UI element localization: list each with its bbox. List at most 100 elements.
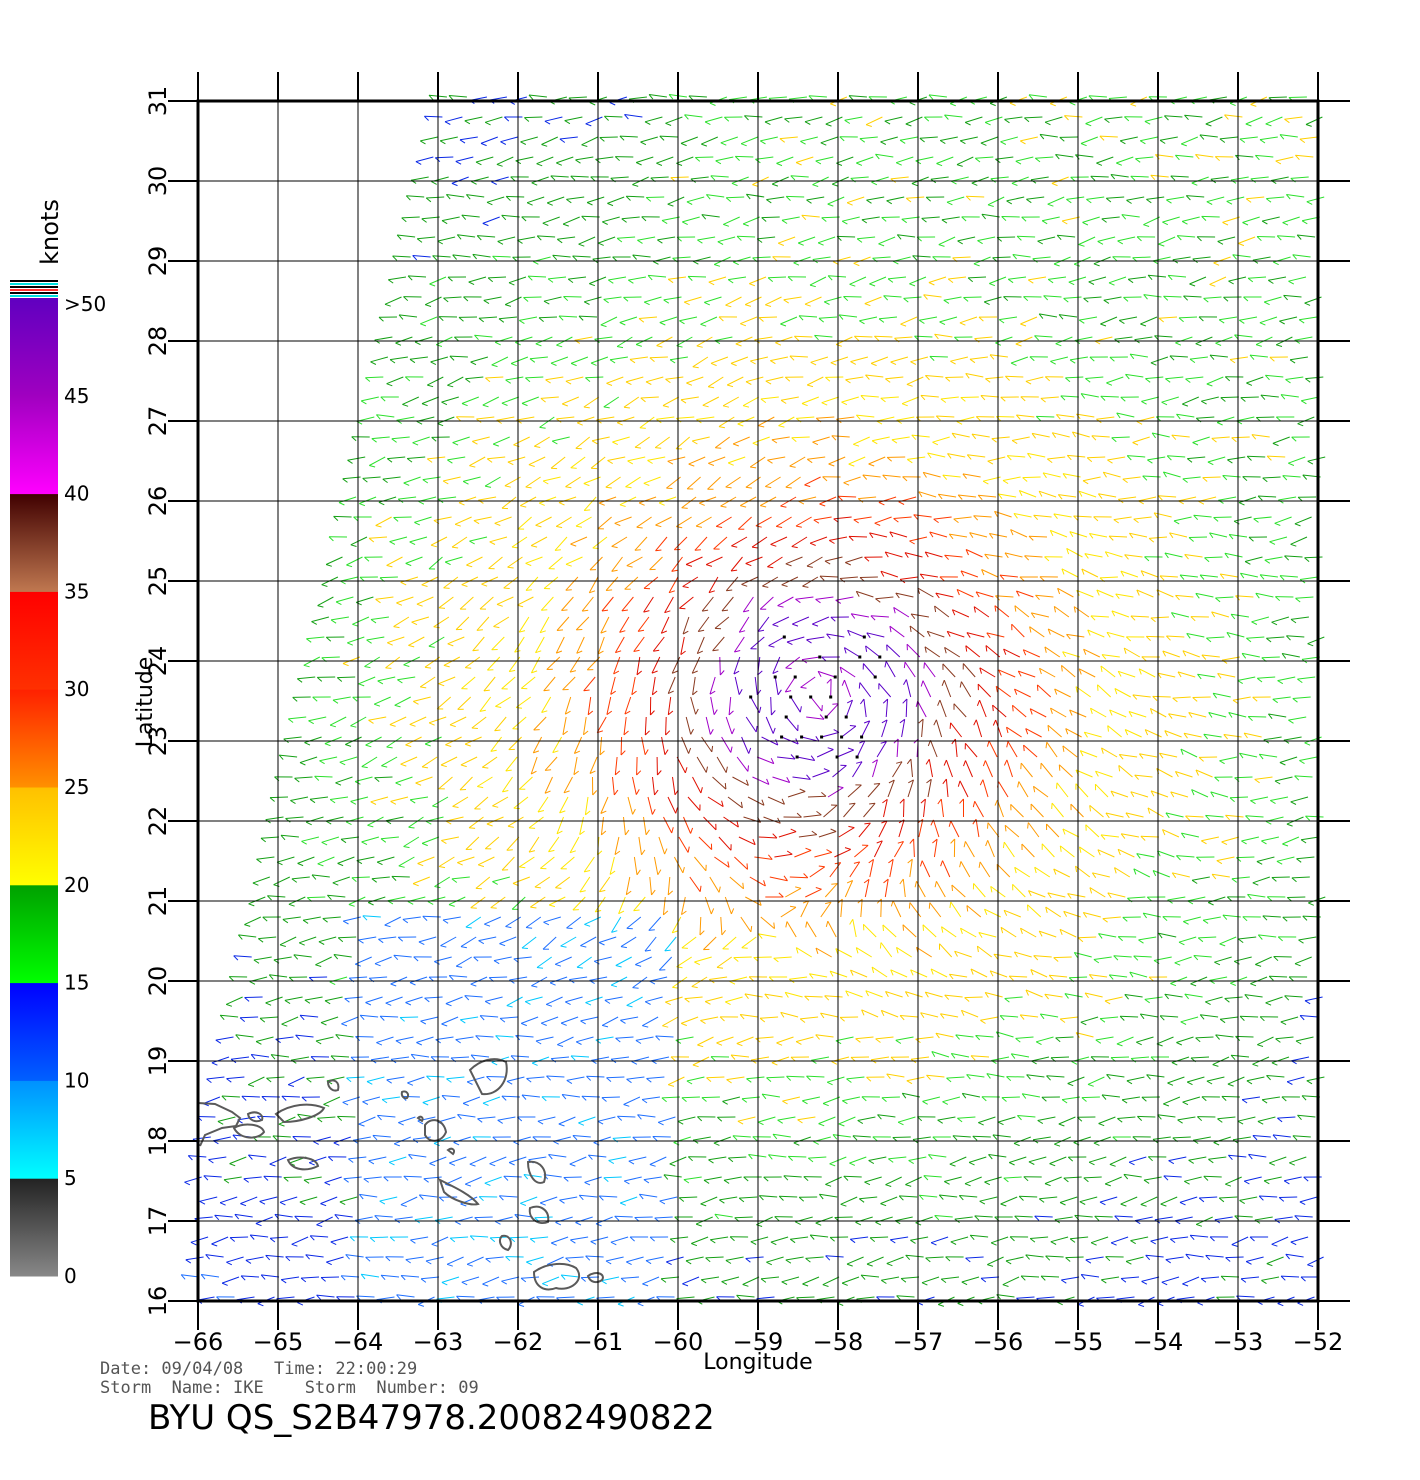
- wind-barb-tick: [493, 960, 500, 965]
- wind-barb: [441, 396, 459, 403]
- wind-barb-tick: [1061, 1279, 1067, 1284]
- wind-barb: [552, 436, 570, 442]
- wind-barb: [1173, 516, 1192, 522]
- wind-barb: [1106, 376, 1124, 384]
- wind-barb-tick: [402, 403, 409, 407]
- wind-barb: [771, 436, 790, 441]
- wind-barb-tick: [1087, 1083, 1094, 1087]
- wind-barb: [506, 836, 520, 851]
- wind-barb-tick: [909, 540, 915, 545]
- rain-flag: [855, 755, 859, 759]
- wind-barb: [688, 456, 706, 465]
- colorbar-band: [10, 689, 58, 788]
- wind-barb-tick: [705, 1257, 711, 1263]
- wind-barb-tick: [269, 1163, 276, 1167]
- wind-barb-tick: [1202, 477, 1208, 482]
- rain-flag: [824, 715, 828, 719]
- wind-barb-tick: [817, 671, 822, 677]
- wind-barb: [681, 1096, 700, 1099]
- wind-barb-tick: [589, 770, 596, 774]
- wind-barb: [643, 1176, 662, 1181]
- wind-barb: [1115, 593, 1134, 598]
- wind-barb: [1065, 1256, 1084, 1259]
- wind-barb-tick: [620, 1019, 626, 1024]
- wind-barb-tick: [288, 903, 295, 907]
- wind-barb: [382, 476, 401, 480]
- wind-barb-tick: [767, 566, 774, 569]
- wind-barb: [745, 556, 763, 564]
- wind-barb-tick: [617, 1303, 624, 1307]
- wind-barb: [494, 516, 512, 524]
- wind-barb-tick: [279, 944, 286, 947]
- wind-barb: [256, 856, 275, 860]
- wind-barb-tick: [819, 1193, 824, 1200]
- wind-barb-tick: [565, 1001, 571, 1006]
- wind-barb-tick: [282, 918, 289, 924]
- wind-barb-tick: [1200, 1278, 1207, 1283]
- wind-barb: [1295, 596, 1314, 599]
- wind-barb: [1171, 434, 1190, 438]
- wind-barb-tick: [1280, 1021, 1287, 1026]
- wind-barb: [493, 956, 512, 962]
- wind-barb-tick: [1069, 531, 1074, 538]
- wind-barb: [304, 736, 322, 744]
- wind-barb: [685, 556, 703, 565]
- wind-barb-tick: [882, 474, 888, 480]
- wind-barb-tick: [903, 662, 906, 669]
- wind-barb: [220, 1014, 239, 1018]
- wind-barb: [966, 632, 985, 638]
- wind-barb-tick: [570, 1239, 576, 1244]
- wind-barb-tick: [949, 973, 954, 980]
- wind-barb: [651, 676, 656, 695]
- wind-barb-tick: [528, 850, 536, 853]
- wind-barb-tick: [1004, 998, 1010, 1003]
- wind-barb: [316, 1294, 335, 1298]
- wind-barb-tick: [970, 1055, 976, 1061]
- wind-barb-tick: [822, 1103, 829, 1107]
- wind-barb: [583, 396, 600, 408]
- wind-barb-tick: [704, 1001, 711, 1005]
- wind-barb-tick: [657, 1121, 664, 1126]
- wind-barb-tick: [226, 1003, 233, 1007]
- wind-barb: [777, 1116, 796, 1121]
- wind-barb-tick: [1176, 413, 1181, 420]
- wind-barb-tick: [584, 509, 591, 511]
- wind-barb: [636, 656, 641, 675]
- wind-barb-tick: [301, 1096, 307, 1102]
- wind-barb: [478, 936, 497, 942]
- wind-barb-tick: [1118, 754, 1124, 760]
- wind-barb: [371, 876, 390, 880]
- wind-barb: [713, 1136, 731, 1144]
- wind-barb-tick: [449, 1162, 456, 1166]
- wind-barb-tick: [944, 647, 947, 654]
- wind-barb-tick: [381, 765, 388, 768]
- wind-barb-tick: [1029, 626, 1032, 633]
- wind-barb: [1188, 536, 1208, 538]
- wind-barb-tick: [1211, 438, 1217, 443]
- wind-barb: [339, 1196, 358, 1203]
- wind-barb-tick: [595, 1223, 602, 1227]
- wind-barb-tick: [721, 1281, 728, 1285]
- wind-barb: [906, 376, 924, 385]
- wind-barb: [984, 1176, 1002, 1183]
- wind-barb-tick: [341, 1023, 348, 1027]
- wind-barb: [1033, 514, 1052, 518]
- wind-barb-tick: [523, 1174, 529, 1180]
- wind-barb: [1096, 416, 1115, 420]
- wind-barb-tick: [367, 824, 374, 828]
- wind-barb: [510, 1055, 530, 1058]
- wind-barb: [1206, 1076, 1225, 1082]
- wind-barb: [824, 883, 838, 898]
- wind-barb-tick: [901, 403, 908, 407]
- wind-barb-tick: [587, 710, 594, 716]
- wind-barb-tick: [1130, 1058, 1137, 1063]
- wind-barb: [474, 796, 489, 810]
- wind-barb: [774, 853, 793, 858]
- wind-barb: [487, 656, 501, 671]
- wind-barb: [542, 476, 561, 482]
- wind-barb-tick: [1102, 471, 1107, 478]
- wind-barb: [1296, 856, 1315, 860]
- wind-barb-tick: [710, 908, 715, 915]
- wind-barb-tick: [994, 799, 998, 806]
- wind-barb: [878, 820, 888, 838]
